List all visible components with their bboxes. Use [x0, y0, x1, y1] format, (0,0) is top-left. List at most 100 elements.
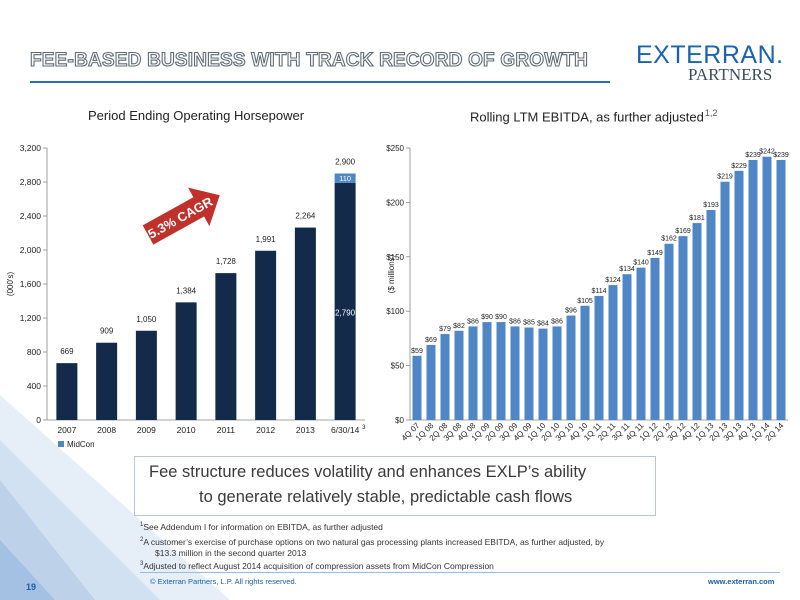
chart2-bar-1Q11	[594, 295, 604, 420]
footnote-1: 1See Addendum I for information on EBITD…	[140, 522, 383, 532]
chart2-bar-label: $86	[467, 318, 479, 325]
chart2-bar-label: $193	[703, 202, 719, 209]
chart1-y-tick-label: 800	[27, 347, 41, 357]
chart2-bar-label: $239	[773, 152, 789, 159]
chart1-title: Period Ending Operating Horsepower	[88, 108, 304, 123]
chart1-bar-6-30-14	[334, 182, 356, 420]
cagr-label: 25.3% CAGR	[139, 193, 216, 245]
chart1-legend-label: MidCon	[67, 440, 95, 449]
chart2-bar-1Q12	[650, 257, 660, 420]
chart1-bar-2008	[96, 342, 118, 420]
chart1-bar-2011	[215, 273, 237, 420]
chart1-x-tick-label: 2009	[137, 425, 156, 435]
chart2-title-note: 1,2	[704, 108, 718, 118]
chart2-bar-1Q08	[426, 344, 436, 420]
chart2-title-text: Rolling LTM EBITDA, as further adjusted	[470, 109, 704, 125]
chart1-bar-label: 1,050	[136, 315, 157, 324]
chart2-bar-1Q10	[538, 328, 548, 420]
logo-wordmark: EXTERRAN.	[636, 41, 784, 69]
chart1-legend-swatch	[58, 441, 64, 447]
chart1-bar-label: 1,991	[256, 235, 277, 244]
chart2-y-tick-label: $50	[391, 362, 405, 371]
footnote-1-text: See Addendum I for information on EBITDA…	[143, 522, 383, 532]
chart1-y-tick-label: 1,200	[20, 313, 42, 323]
chart1-x-tick-label: 2012	[256, 425, 275, 435]
page-number: 19	[26, 582, 37, 592]
chart2-bar-label: $169	[675, 228, 691, 235]
chart1-y-axis-label: (000's)	[6, 272, 15, 297]
logo-subtitle: PARTNERS	[688, 65, 773, 84]
chart1-bar-label: 2,264	[295, 212, 316, 221]
chart2-bar-label: $79	[439, 326, 451, 333]
chart2-bar-1Q13	[706, 210, 716, 420]
exterran-logo: EXTERRAN. PARTNERS	[636, 41, 783, 89]
chart1-y-tick-label: 2,800	[20, 177, 42, 187]
chart2-bar-label: $162	[661, 236, 677, 243]
copyright-text: © Exterran Partners, L.P. All rights res…	[150, 577, 297, 586]
chart2-y-axis-label: ($ millions)	[387, 254, 396, 293]
chart1-y-tick-label: 1,600	[20, 279, 42, 289]
chart1-y-tick-label: 2,000	[20, 245, 42, 255]
chart2-bar-4Q09	[524, 327, 534, 420]
footnote-1-mark: 1	[140, 522, 144, 529]
footnote-2-text: A customer’s exercise of purchase option…	[143, 537, 605, 547]
chart2-bar-label: $59	[411, 348, 423, 355]
footnote-2-continued: $13.3 million in the second quarter 2013	[155, 548, 306, 558]
chart2-bar-label: $90	[481, 314, 493, 321]
chart2-bar-3Q12	[678, 236, 688, 420]
chart1-title-text: Period Ending Operating Horsepower	[88, 108, 305, 123]
chart2-bar-label: $90	[495, 314, 507, 321]
chart2-bar-label: $82	[453, 323, 465, 330]
chart2-bar-3Q10	[566, 315, 576, 420]
chart2-bar-3Q13	[734, 170, 744, 420]
chart2-bar-2Q10	[552, 326, 562, 420]
chart1-bar-2007	[56, 363, 78, 420]
page-title: FEE-BASED BUSINESS WITH TRACK RECORD OF …	[29, 49, 589, 71]
chart2-bar-1Q14	[762, 156, 772, 421]
chart2-bar-label: $219	[717, 174, 733, 181]
footer-rule	[140, 572, 780, 573]
chart1-total-label: 2,900	[335, 158, 356, 167]
chart1-bar-label: 669	[60, 347, 74, 356]
chart2-bar-2Q11	[608, 285, 618, 420]
chart2-title: Rolling LTM EBITDA, as further adjusted1…	[470, 108, 717, 124]
callout-line-1: Fee structure reduces volatility and enh…	[149, 463, 587, 481]
chart1-x-tick-label: 2008	[97, 425, 116, 435]
chart2-bar-label: $134	[619, 266, 635, 273]
footnote-3-text: Adjusted to reflect August 2014 acquisit…	[143, 561, 494, 571]
chart1-bar-2012	[255, 250, 277, 420]
footnote-2: 2A customer’s exercise of purchase optio…	[140, 537, 604, 547]
chart1-y-tick-label: 0	[36, 415, 41, 425]
horsepower-chart: (000's) 0 400 800 1,200 1,600 2,000 2,400 2,800 3…	[6, 143, 366, 449]
chart1-base-label: 2,790	[335, 309, 356, 318]
chart2-bar-2Q12	[664, 243, 674, 420]
chart2-bar-4Q07	[412, 355, 422, 420]
chart2-bar-4Q08	[468, 326, 478, 420]
chart2-y-tick-label: $200	[386, 198, 404, 207]
chart1-x-tick-label: 2011	[217, 425, 236, 435]
footnote-3: 3Adjusted to reflect August 2014 acquisi…	[140, 561, 494, 571]
chart2-bar-label: $242	[759, 149, 775, 156]
chart2-bar-3Q08	[454, 330, 464, 420]
chart1-bar-2010	[175, 302, 197, 420]
chart2-bar-label: $114	[591, 288, 606, 295]
chart1-bar-midcon-6-30-14	[334, 173, 356, 183]
footnote-2-mark: 2	[140, 537, 144, 544]
chart2-bar-2Q13	[720, 181, 730, 420]
chart2-y-tick-label: $0	[395, 416, 404, 425]
chart1-x-tick-note: 3	[362, 425, 366, 431]
footnote-3-mark: 3	[140, 561, 144, 568]
chart1-x-tick-label: 2007	[57, 425, 76, 435]
chart2-bar-label: $229	[731, 163, 747, 170]
chart2-y-tick-label: $150	[386, 253, 404, 262]
chart1-x-tick-label: 6/30/14	[331, 425, 360, 435]
chart2-bar-label: $86	[509, 318, 521, 325]
chart2-bar-label: $140	[633, 260, 649, 267]
chart2-bar-4Q13	[748, 159, 758, 420]
chart2-bar-label: $69	[425, 337, 437, 344]
website-link[interactable]: www.exterran.com	[708, 577, 775, 586]
chart2-bar-1Q09	[482, 322, 492, 420]
chart1-y-tick-label: 400	[27, 381, 41, 391]
